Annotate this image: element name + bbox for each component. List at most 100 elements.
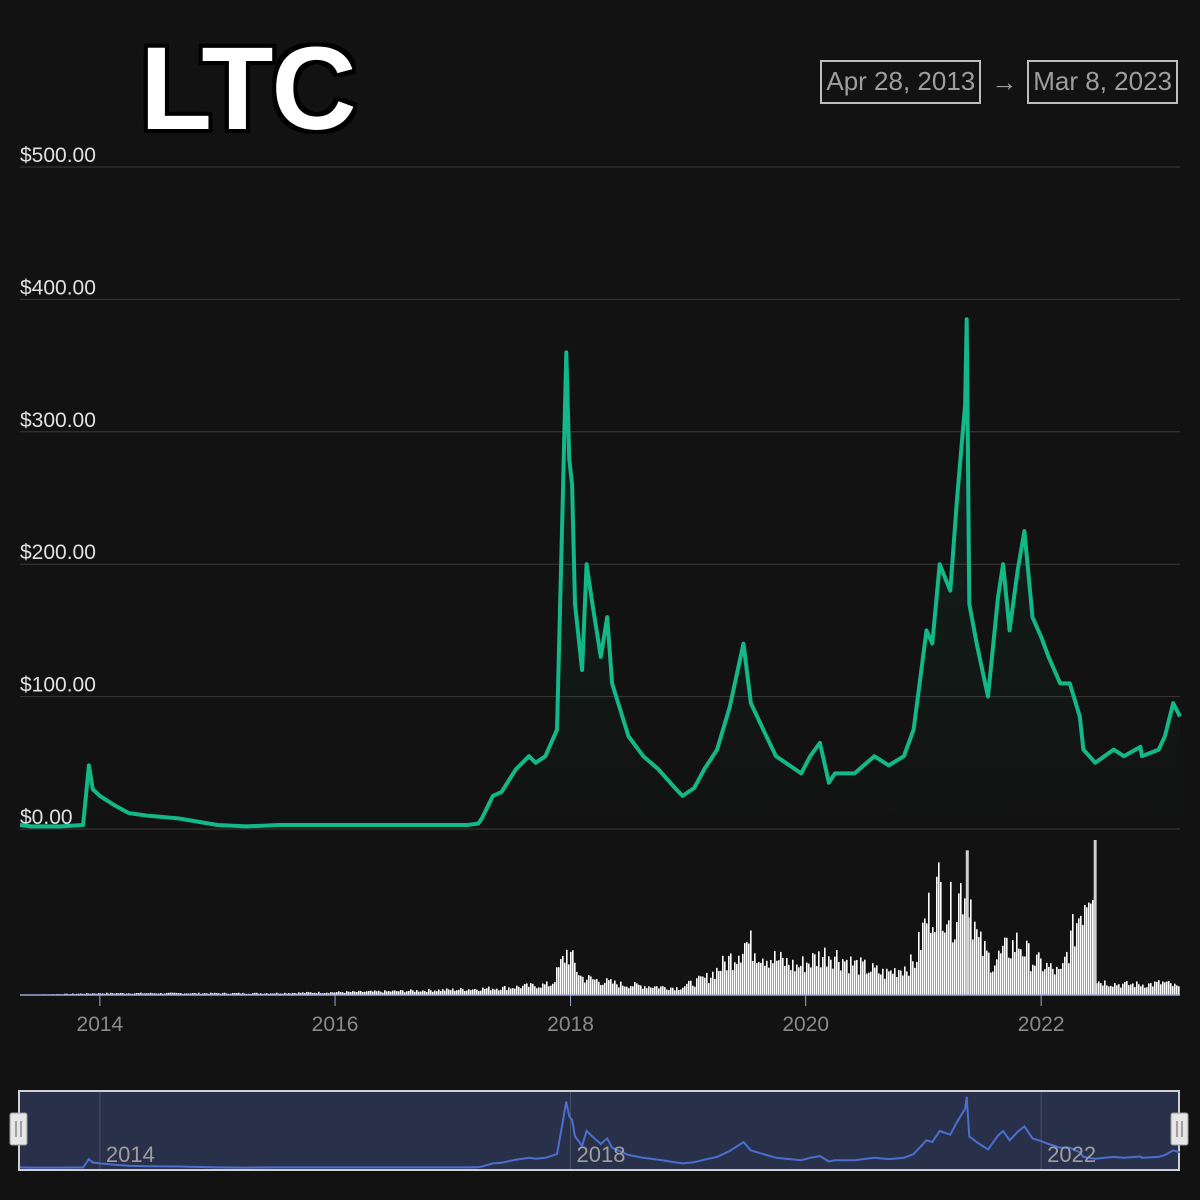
volume-bar [678, 989, 680, 995]
volume-bar [570, 951, 572, 995]
volume-bar [342, 992, 344, 995]
volume-bar [452, 988, 454, 995]
volume-bar [680, 989, 682, 995]
volume-bar [628, 988, 630, 995]
volume-bar [368, 991, 370, 995]
volume-bar [1144, 987, 1146, 995]
volume-bar [904, 966, 906, 995]
volume-bars [42, 840, 1180, 995]
volume-bar [440, 990, 442, 995]
volume-bar [812, 953, 814, 995]
y-tick-label: $0.00 [20, 806, 73, 829]
volume-bar [1022, 956, 1024, 995]
volume-bar [344, 992, 346, 995]
volume-bar [1124, 981, 1126, 995]
volume-bar [1088, 902, 1090, 995]
volume-bar [550, 985, 552, 995]
volume-bar [518, 986, 520, 995]
volume-bar [478, 990, 480, 995]
volume-bar [152, 993, 154, 995]
volume-bar [1034, 965, 1036, 995]
volume-bar [198, 992, 200, 995]
volume-bar [350, 991, 352, 995]
volume-bar [1166, 981, 1168, 995]
volume-bar [734, 962, 736, 995]
volume-bar [994, 965, 996, 995]
volume-bar [390, 991, 392, 995]
volume-bar [98, 992, 100, 995]
volume-bar [956, 922, 958, 995]
volume-bar [106, 992, 108, 995]
volume-bar [1004, 937, 1006, 995]
volume-bar [1058, 968, 1060, 995]
navigator-tick-label: 2018 [577, 1142, 626, 1167]
end-date-input[interactable]: Mar 8, 2023 [1027, 60, 1178, 104]
volume-bar [634, 982, 636, 995]
volume-bar [600, 985, 602, 995]
volume-bar [514, 988, 516, 995]
volume-bar [324, 992, 326, 995]
volume-bar [608, 980, 610, 995]
volume-bar [1006, 937, 1008, 995]
volume-bar [1000, 953, 1002, 995]
volume-bar [902, 975, 904, 995]
volume-bar [180, 993, 182, 995]
volume-bar [456, 990, 458, 995]
volume-bar [1114, 982, 1116, 995]
volume-bar [866, 973, 868, 995]
volume-bar [494, 989, 496, 995]
volume-bar [992, 971, 994, 995]
volume-bar [1082, 924, 1084, 995]
volume-bar [400, 990, 402, 995]
navigator-tick-label: 2014 [106, 1142, 155, 1167]
volume-bar [422, 990, 424, 995]
volume-bar [438, 989, 440, 995]
volume-bar [662, 986, 664, 995]
volume-bar [1060, 968, 1062, 995]
volume-bar [928, 892, 930, 995]
volume-bar [1038, 952, 1040, 995]
volume-bar [894, 968, 896, 995]
volume-bar [118, 993, 120, 995]
volume-bar [564, 962, 566, 995]
volume-bar [288, 993, 290, 995]
ticker-title: LTC [140, 23, 357, 155]
volume-bar [1092, 900, 1094, 995]
volume-bar [266, 993, 268, 995]
volume-bar [238, 992, 240, 995]
volume-bar [744, 943, 746, 995]
volume-bar [1174, 983, 1176, 995]
volume-bar [886, 968, 888, 995]
navigator[interactable]: 2014 2018 2022 [9, 1090, 1189, 1171]
price-area [20, 319, 1180, 829]
y-tick-label: $400.00 [20, 276, 96, 299]
volume-bar [624, 986, 626, 995]
volume-bar [800, 965, 802, 995]
volume-bar [488, 986, 490, 995]
price-series-line[interactable] [19, 317, 1182, 829]
volume-bar [472, 989, 474, 995]
volume-bar [654, 986, 656, 995]
volume-bar [516, 985, 518, 995]
volume-bar [778, 960, 780, 995]
y-tick-label: $300.00 [20, 409, 96, 432]
start-date-input[interactable]: Apr 28, 2013 [820, 60, 982, 104]
navigator-right-handle[interactable] [1170, 1112, 1189, 1146]
volume-bar [682, 987, 684, 995]
volume-bar [372, 991, 374, 995]
navigator-left-handle[interactable] [9, 1112, 28, 1146]
volume-bar [1008, 957, 1010, 995]
volume-bar [206, 993, 208, 995]
volume-bar [798, 967, 800, 995]
volume-bar [430, 990, 432, 995]
volume-bar [756, 963, 758, 995]
volume-bar [688, 980, 690, 995]
volume-bar [1132, 983, 1134, 995]
volume-bar [978, 937, 980, 995]
volume-bar [1148, 983, 1150, 995]
volume-bar [738, 955, 740, 995]
volume-bar [1098, 981, 1100, 995]
volume-bar [1178, 986, 1180, 995]
volume-bar [876, 965, 878, 995]
